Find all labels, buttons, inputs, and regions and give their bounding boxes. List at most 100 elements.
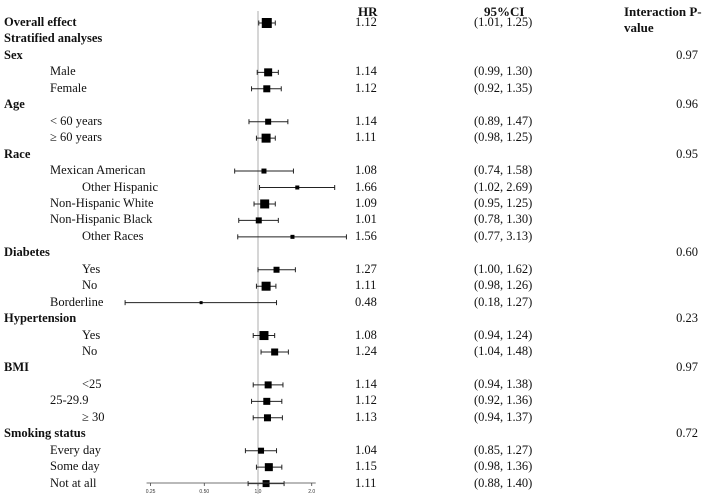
x-tick-label: 2.0 (308, 489, 315, 494)
ci-value: (0.92, 1.36) (474, 393, 533, 408)
interaction-p-value: 0.97 (676, 47, 698, 62)
ci-value: (0.98, 1.25) (474, 130, 533, 145)
interaction-p-value: 0.23 (676, 311, 698, 326)
row-label: Age (4, 97, 25, 112)
hr-value: 1.11 (355, 278, 377, 293)
row-label: Other Races (82, 228, 144, 243)
hr-value: 1.15 (355, 459, 377, 474)
row-label: Sex (4, 47, 23, 62)
x-tick-label: 0.50 (199, 489, 209, 494)
hr-value: 1.08 (355, 327, 377, 342)
ci-value: (0.89, 1.47) (474, 113, 533, 128)
point-estimate (263, 397, 271, 405)
point-estimate (264, 68, 273, 77)
ci-value: (0.95, 1.25) (474, 195, 533, 210)
hr-value: 1.08 (355, 163, 377, 178)
hr-value: 1.13 (355, 409, 377, 424)
row-label: Mexican American (50, 163, 146, 178)
row-label: Yes (82, 327, 101, 342)
ci-value: (0.94, 1.37) (474, 409, 533, 424)
row-label: <25 (82, 376, 102, 391)
row-label: Non-Hispanic Black (50, 212, 153, 227)
row-label: Other Hispanic (82, 179, 159, 194)
ci-value: (0.85, 1.27) (474, 442, 533, 457)
row-label: < 60 years (50, 113, 103, 128)
point-estimate (261, 168, 267, 174)
point-estimate (290, 234, 295, 239)
row-label: Not at all (50, 475, 97, 490)
row-label: Some day (50, 459, 100, 474)
ci-value: (0.78, 1.30) (474, 212, 533, 227)
row-label: Stratified analyses (4, 31, 103, 46)
row-label: 25-29.9 (50, 393, 89, 408)
point-estimate (261, 133, 271, 143)
hr-value: 1.27 (355, 261, 377, 276)
ci-value: (0.94, 1.38) (474, 376, 533, 391)
row-label: Non-Hispanic White (50, 195, 154, 210)
hr-value: 1.11 (355, 130, 377, 145)
interaction-p-value: 0.60 (676, 245, 698, 260)
hr-value: 1.12 (355, 393, 377, 408)
point-estimate (258, 447, 265, 454)
point-estimate (265, 118, 272, 125)
hr-value: 1.56 (355, 228, 377, 243)
point-estimate (295, 185, 300, 190)
interaction-p-value: 0.96 (676, 97, 698, 112)
point-estimate (261, 18, 272, 28)
point-estimate (255, 217, 262, 224)
row-label: Male (50, 64, 76, 79)
row-label: No (82, 278, 98, 293)
row-label: Female (50, 80, 87, 95)
ci-value: (0.99, 1.30) (474, 64, 533, 79)
ci-value: (0.88, 1.40) (474, 475, 533, 490)
hr-value: 1.12 (355, 15, 377, 29)
ci-header: 95%CI (484, 4, 525, 19)
ci-value: (0.98, 1.36) (474, 459, 533, 474)
point-estimate (261, 281, 271, 291)
hr-value: 1.14 (355, 64, 377, 79)
point-estimate (264, 463, 273, 472)
point-estimate (263, 85, 271, 93)
row-label: Smoking status (4, 426, 86, 441)
point-estimate (259, 331, 269, 341)
ci-value: (0.74, 1.58) (474, 163, 533, 178)
row-label: Diabetes (4, 245, 50, 260)
p-value-header: Interaction P-value (624, 4, 702, 35)
x-tick-label: 1.0 (255, 489, 262, 494)
point-estimate (271, 348, 279, 356)
row-label: ≥ 60 years (50, 130, 102, 145)
interaction-p-value: 0.97 (676, 360, 698, 375)
row-label: ≥ 30 (82, 409, 105, 424)
row-label: Hypertension (4, 311, 77, 326)
ci-value: (0.77, 3.13) (474, 228, 533, 243)
point-estimate (262, 480, 270, 488)
row-label: Race (4, 146, 31, 161)
ci-value: (0.18, 1.27) (474, 294, 533, 309)
hr-value: 1.14 (355, 376, 377, 391)
hr-value: 1.09 (355, 195, 377, 210)
hr-value: 1.12 (355, 80, 377, 95)
ci-value: (1.02, 2.69) (474, 179, 533, 194)
row-label: No (82, 344, 98, 358)
ci-value: (0.94, 1.24) (474, 327, 533, 342)
hr-value: 1.24 (355, 344, 377, 358)
hr-value: 1.66 (355, 179, 377, 194)
hr-value: 1.11 (355, 475, 377, 490)
point-estimate (273, 266, 280, 273)
hr-value: 1.14 (355, 113, 377, 128)
point-estimate (264, 381, 272, 389)
ci-value: (1.04, 1.48) (474, 344, 533, 358)
ci-value: (1.00, 1.62) (474, 261, 533, 276)
ci-value: (0.92, 1.35) (474, 80, 533, 95)
point-estimate (199, 301, 203, 305)
hr-value: 0.48 (355, 294, 377, 309)
point-estimate (263, 414, 271, 422)
row-label: Yes (82, 261, 101, 276)
hr-header: HR (358, 4, 378, 19)
interaction-p-value: 0.95 (676, 146, 698, 161)
row-label: Every day (50, 442, 102, 457)
row-label: Overall effect (4, 15, 77, 29)
interaction-p-value: 0.72 (676, 426, 698, 441)
row-label: Borderline (50, 294, 104, 309)
